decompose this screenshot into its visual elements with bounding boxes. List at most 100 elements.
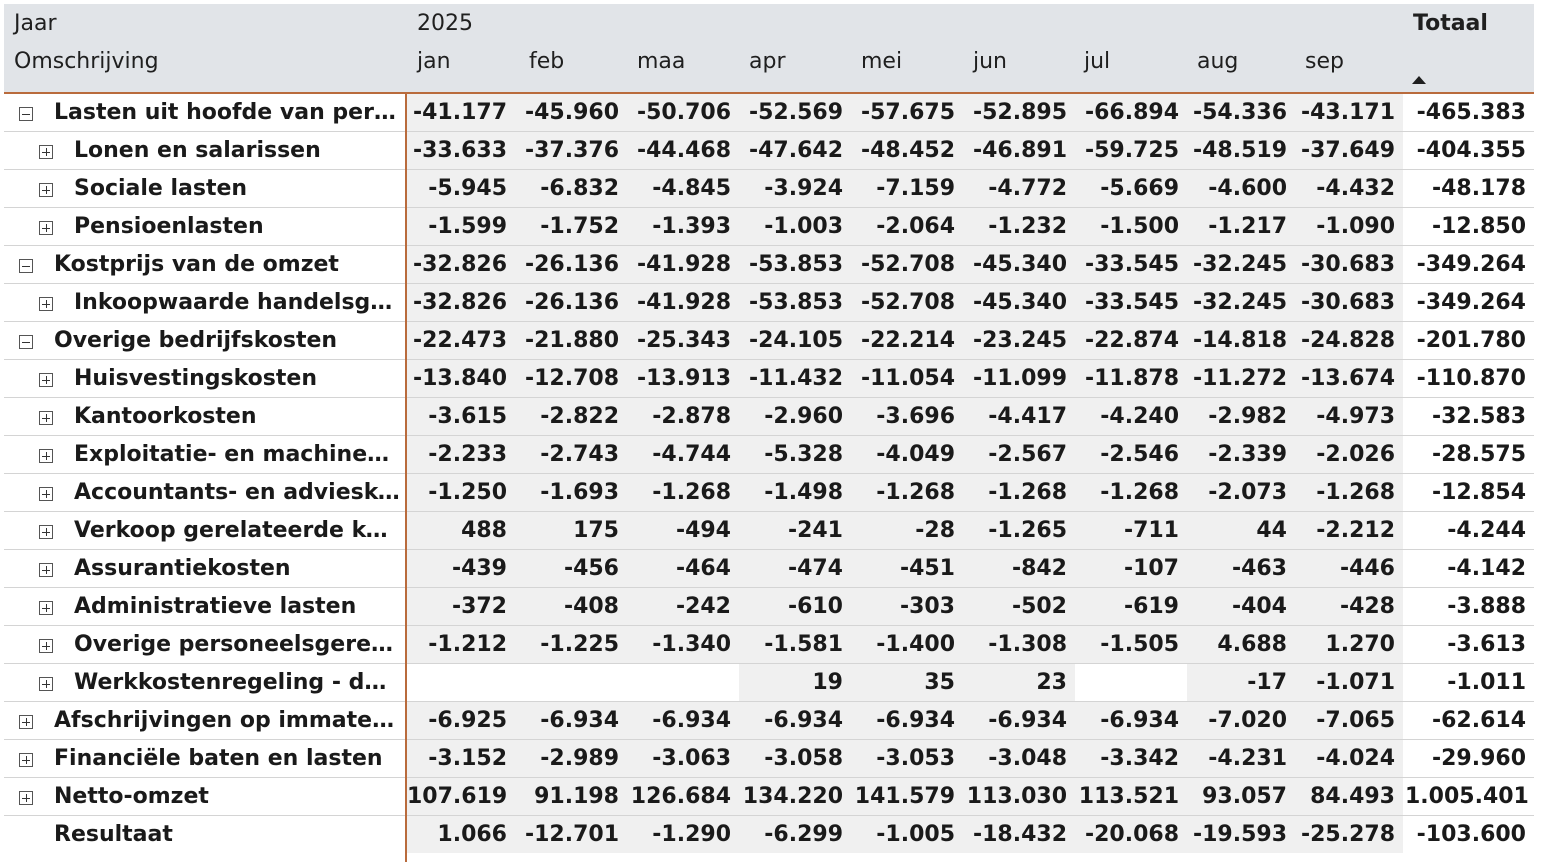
value-cell-sep[interactable] — [1295, 94, 1403, 131]
value-cell-aug[interactable] — [1187, 816, 1295, 853]
value-cell-sep[interactable] — [1295, 664, 1403, 701]
table-row[interactable]: Inkoopwaarde handelsgoe… -32.826 -26.136 -4… — [4, 284, 1534, 322]
value-cell-sep[interactable] — [1295, 436, 1403, 473]
value-cell-jul[interactable] — [1075, 588, 1187, 625]
table-row[interactable]: Sociale lasten -5.945 -6.832 -4.845 -3.924 -7… — [4, 170, 1534, 208]
value-cell-apr[interactable] — [739, 436, 851, 473]
value-cell-feb[interactable] — [515, 94, 627, 131]
value-cell-mei[interactable] — [851, 702, 963, 739]
total-cell[interactable] — [1405, 322, 1534, 359]
value-cell-maa[interactable] — [627, 436, 739, 473]
value-cell-maa[interactable] — [627, 94, 739, 131]
value-cell-apr[interactable] — [739, 512, 851, 549]
plus-square-icon[interactable] — [39, 525, 53, 539]
value-cell-feb[interactable] — [515, 170, 627, 207]
value-cell-aug[interactable] — [1187, 436, 1295, 473]
value-cell-feb[interactable] — [515, 740, 627, 777]
sort-ascending-icon[interactable] — [1412, 76, 1426, 84]
plus-square-icon[interactable] — [39, 145, 53, 159]
value-cell-apr[interactable] — [739, 246, 851, 283]
table-row[interactable]: Administratieve lasten -372 -408 -242 -610 -3… — [4, 588, 1534, 626]
value-cell-apr[interactable] — [739, 474, 851, 511]
month-header-jun[interactable]: jun — [973, 49, 1007, 74]
value-cell-maa[interactable] — [627, 550, 739, 587]
value-cell-jul[interactable] — [1075, 246, 1187, 283]
value-cell-jan[interactable] — [407, 360, 515, 397]
value-cell-jan[interactable] — [407, 816, 515, 853]
value-cell-mei[interactable] — [851, 170, 963, 207]
total-cell[interactable] — [1405, 740, 1534, 777]
total-cell[interactable] — [1405, 664, 1534, 701]
plus-square-icon[interactable] — [19, 715, 33, 729]
value-cell-aug[interactable] — [1187, 208, 1295, 245]
value-cell-sep[interactable] — [1295, 284, 1403, 321]
total-cell[interactable] — [1405, 208, 1534, 245]
value-cell-jul[interactable] — [1075, 170, 1187, 207]
value-cell-sep[interactable] — [1295, 246, 1403, 283]
value-cell-maa[interactable] — [627, 322, 739, 359]
table-row[interactable]: Overige personeelsgerelat… -1.212 -1.225 -1… — [4, 626, 1534, 664]
month-header-sep[interactable]: sep — [1305, 49, 1344, 74]
value-cell-feb[interactable] — [515, 512, 627, 549]
value-cell-jun[interactable] — [963, 626, 1075, 663]
value-cell-jul[interactable] — [1075, 512, 1187, 549]
value-cell-maa[interactable] — [627, 360, 739, 397]
plus-square-icon[interactable] — [39, 601, 53, 615]
value-cell-feb[interactable] — [515, 398, 627, 435]
table-row[interactable]: Afschrijvingen op immateri… -6.925 -6.934 -… — [4, 702, 1534, 740]
value-cell-jul[interactable] — [1075, 740, 1187, 777]
value-cell-apr[interactable] — [739, 94, 851, 131]
value-cell-mei[interactable] — [851, 132, 963, 169]
value-cell-mei[interactable] — [851, 512, 963, 549]
value-cell-sep[interactable] — [1295, 132, 1403, 169]
value-cell-jul[interactable] — [1075, 550, 1187, 587]
plus-square-icon[interactable] — [39, 487, 53, 501]
value-cell-jan[interactable] — [407, 284, 515, 321]
value-cell-aug[interactable] — [1187, 170, 1295, 207]
value-cell-mei[interactable] — [851, 740, 963, 777]
value-cell-jul[interactable] — [1075, 778, 1187, 815]
value-cell-feb[interactable] — [515, 208, 627, 245]
value-cell-aug[interactable] — [1187, 588, 1295, 625]
description-header[interactable]: Omschrijving — [14, 49, 159, 74]
value-cell-aug[interactable] — [1187, 778, 1295, 815]
value-cell-jan[interactable] — [407, 132, 515, 169]
value-cell-maa[interactable] — [627, 208, 739, 245]
value-cell-mei[interactable] — [851, 664, 963, 701]
value-cell-mei[interactable] — [851, 436, 963, 473]
value-cell-maa[interactable] — [627, 132, 739, 169]
plus-square-icon[interactable] — [39, 411, 53, 425]
table-row[interactable]: Assurantiekosten -439 -456 -464 -474 -451 -842… — [4, 550, 1534, 588]
value-cell-mei[interactable] — [851, 322, 963, 359]
value-cell-sep[interactable] — [1295, 816, 1403, 853]
total-header[interactable]: Totaal — [1413, 11, 1488, 36]
value-cell-jan[interactable] — [407, 398, 515, 435]
minus-square-icon[interactable] — [19, 107, 33, 121]
month-header-jan[interactable]: jan — [417, 49, 451, 74]
value-cell-jan[interactable] — [407, 550, 515, 587]
value-cell-feb[interactable] — [515, 816, 627, 853]
value-cell-maa[interactable] — [627, 512, 739, 549]
value-cell-aug[interactable] — [1187, 550, 1295, 587]
total-cell[interactable] — [1405, 94, 1534, 131]
value-cell-jul[interactable] — [1075, 702, 1187, 739]
value-cell-apr[interactable] — [739, 284, 851, 321]
value-cell-mei[interactable] — [851, 816, 963, 853]
value-cell-jul[interactable] — [1075, 360, 1187, 397]
value-cell-maa[interactable] — [627, 170, 739, 207]
value-cell-feb[interactable] — [515, 360, 627, 397]
total-cell[interactable] — [1405, 436, 1534, 473]
value-cell-mei[interactable] — [851, 94, 963, 131]
value-cell-jan[interactable] — [407, 740, 515, 777]
year-value[interactable]: 2025 — [417, 11, 473, 36]
value-cell-jun[interactable] — [963, 284, 1075, 321]
minus-square-icon[interactable] — [19, 259, 33, 273]
value-cell-sep[interactable] — [1295, 512, 1403, 549]
value-cell-jun[interactable] — [963, 246, 1075, 283]
value-cell-feb[interactable] — [515, 436, 627, 473]
value-cell-jul[interactable] — [1075, 816, 1187, 853]
value-cell-aug[interactable] — [1187, 740, 1295, 777]
value-cell-sep[interactable] — [1295, 170, 1403, 207]
total-cell[interactable] — [1405, 284, 1534, 321]
value-cell-jul[interactable] — [1075, 398, 1187, 435]
